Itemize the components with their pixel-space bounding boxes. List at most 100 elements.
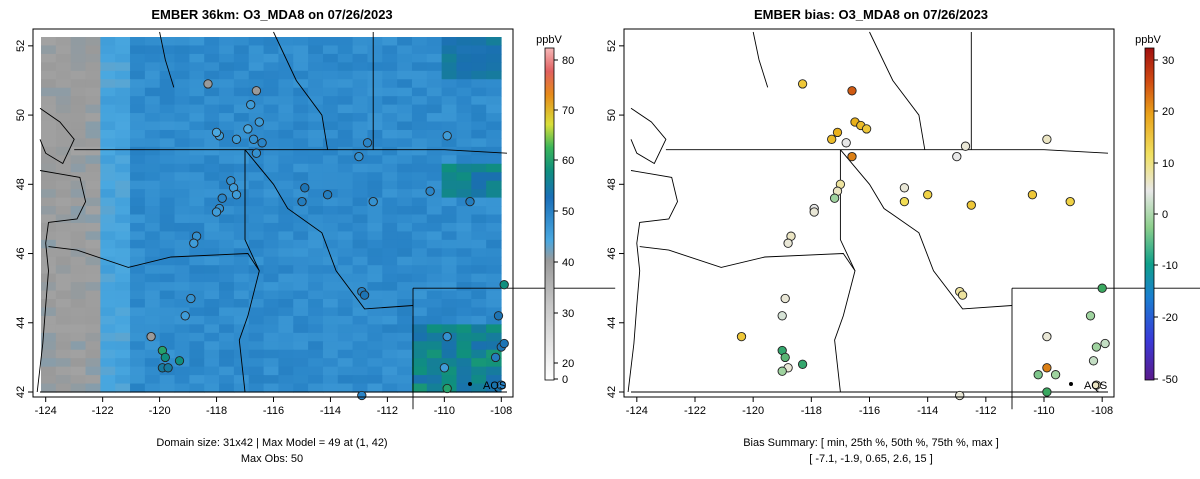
heatmap-cell — [352, 113, 369, 123]
heatmap-cell — [486, 265, 502, 275]
heatmap-cell — [411, 273, 428, 283]
heatmap-cell — [486, 121, 502, 131]
heatmap-cell — [219, 138, 235, 148]
heatmap-cell — [100, 113, 116, 123]
heatmap-cell — [367, 222, 383, 233]
heatmap-cell — [55, 206, 72, 216]
heatmap-cell — [41, 155, 57, 165]
heatmap-cell — [352, 37, 369, 47]
heatmap-cell — [397, 104, 413, 114]
heatmap-cell — [456, 62, 472, 72]
heatmap-cell — [293, 96, 309, 106]
heatmap-cell — [382, 155, 398, 165]
heatmap-cell — [456, 332, 472, 342]
heatmap-cell — [293, 383, 309, 393]
obs-station-point — [442, 383, 452, 394]
heatmap-cell — [144, 87, 161, 97]
heatmap-cell — [219, 332, 235, 342]
heatmap-cell — [130, 324, 146, 334]
heatmap-cell — [382, 206, 398, 216]
heatmap-cell — [322, 155, 339, 165]
heatmap-cell — [130, 129, 146, 140]
obs-station-point — [257, 138, 267, 148]
heatmap-cell — [70, 383, 87, 393]
heatmap-cell — [204, 222, 220, 233]
heatmap-cell — [367, 282, 383, 292]
heatmap-cell — [159, 53, 176, 63]
y-tick-label: 44 — [15, 317, 27, 329]
heatmap-cell — [233, 45, 250, 55]
heatmap-cell — [367, 299, 383, 309]
heatmap-cell — [471, 87, 487, 97]
colorbar-tick-label: 50 — [562, 206, 574, 218]
heatmap-cell — [441, 104, 458, 114]
heatmap-cell — [41, 273, 57, 283]
heatmap-cell — [263, 172, 280, 182]
heatmap-cell — [456, 214, 472, 224]
heatmap-cell — [130, 87, 146, 97]
heatmap-cell — [219, 104, 235, 114]
heatmap-cell — [486, 231, 502, 241]
heatmap-cell — [367, 349, 383, 359]
heatmap-cell — [248, 104, 265, 114]
heatmap-cell — [130, 256, 146, 266]
heatmap-cell — [308, 129, 324, 140]
heatmap-cell — [219, 290, 235, 300]
heatmap-cell — [115, 129, 131, 140]
heatmap-cell — [308, 375, 324, 385]
heatmap-cell — [278, 79, 294, 89]
left-map-borders — [36, 31, 616, 410]
heatmap-cell — [486, 315, 502, 325]
heatmap-cell — [382, 113, 398, 123]
obs-station-point — [231, 134, 242, 144]
heatmap-cell — [55, 79, 72, 89]
heatmap-cell — [337, 37, 354, 47]
heatmap-cell — [486, 239, 502, 249]
x-tick-label: -112 — [975, 405, 996, 417]
heatmap-cell — [41, 307, 57, 317]
heatmap-cell — [441, 248, 458, 258]
heatmap-cell — [426, 155, 443, 165]
heatmap-cell — [85, 256, 101, 266]
heatmap-cell — [115, 231, 131, 241]
heatmap-cell — [441, 231, 458, 241]
heatmap-cell — [41, 163, 57, 173]
heatmap-cell — [130, 349, 146, 359]
heatmap-cell — [486, 375, 502, 385]
heatmap-cell — [263, 146, 280, 156]
heatmap-cell — [85, 214, 101, 224]
heatmap-cell — [367, 290, 383, 300]
left-panel: EMBER 36km: O3_MDA8 on 07/26/2023 -124 -1… — [15, 7, 616, 465]
bias-station-point — [797, 359, 808, 369]
heatmap-cell — [426, 282, 443, 292]
heatmap-cell — [189, 172, 205, 182]
border-line — [39, 107, 75, 165]
heatmap-cell — [337, 299, 354, 309]
heatmap-cell — [337, 332, 354, 342]
heatmap-cell — [248, 265, 265, 275]
heatmap-cell — [189, 129, 205, 140]
heatmap-cell — [278, 239, 294, 249]
heatmap-cell — [159, 163, 176, 173]
heatmap-cell — [411, 231, 428, 241]
heatmap-cell — [367, 307, 383, 317]
left-station-points — [146, 79, 509, 401]
heatmap-cell — [115, 299, 131, 309]
obs-station-point — [254, 117, 264, 127]
heatmap-cell — [456, 349, 472, 359]
heatmap-cell — [456, 273, 472, 283]
heatmap-cell — [382, 222, 398, 233]
heatmap-cell — [397, 332, 413, 342]
x-tick-label: -120 — [742, 405, 764, 417]
heatmap-cell — [219, 282, 235, 292]
obs-station-point — [499, 280, 509, 290]
heatmap-cell — [55, 70, 72, 80]
heatmap-cell — [130, 366, 146, 376]
heatmap-cell — [293, 341, 309, 351]
heatmap-cell — [456, 129, 472, 140]
heatmap-cell — [144, 282, 161, 292]
heatmap-cell — [70, 358, 87, 368]
heatmap-cell — [219, 214, 235, 224]
heatmap-cell — [278, 375, 294, 385]
obs-station-point — [465, 196, 475, 207]
